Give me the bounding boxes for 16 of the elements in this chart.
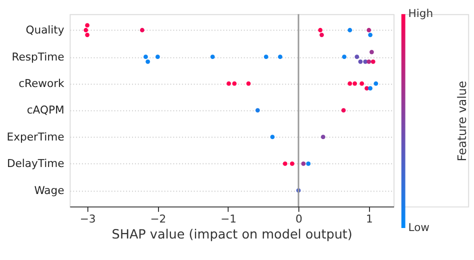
- y-tick-label: Quality: [26, 24, 65, 37]
- x-tick-label: 0: [296, 212, 303, 226]
- x-tick-label: 1: [366, 212, 373, 226]
- x-tick-label: −3: [80, 212, 96, 226]
- y-tick-label: DelayTime: [6, 157, 65, 170]
- text: Low: [408, 220, 430, 234]
- x-axis-title: SHAP value (impact on model output): [112, 227, 352, 242]
- x-tick-label: −2: [150, 212, 166, 226]
- y-tick-label: RespTime: [12, 50, 65, 64]
- color-bar-title: Feature value: [455, 80, 470, 162]
- y-tick-label: cRework: [18, 76, 66, 90]
- y-tick-label: Wage: [34, 184, 65, 197]
- text: High: [408, 7, 434, 20]
- y-tick-label: cAQPM: [26, 104, 64, 117]
- y-tick-label: ExperTime: [6, 130, 65, 144]
- x-tick-label: −1: [220, 212, 237, 226]
